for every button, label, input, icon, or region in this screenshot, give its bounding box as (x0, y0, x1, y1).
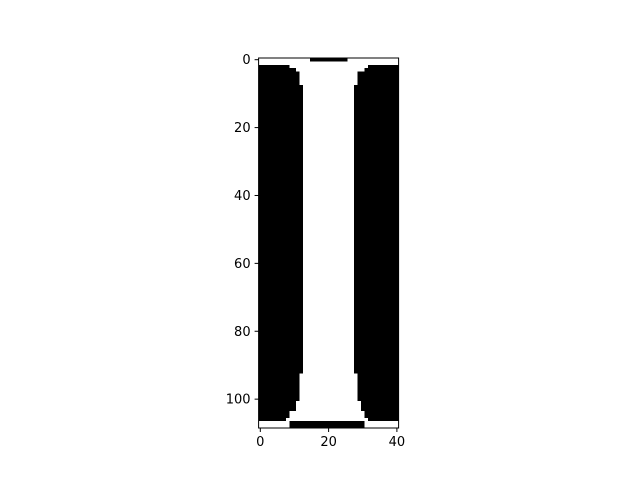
pixel-region-10 (357, 370, 399, 401)
pixel-region-9 (258, 370, 300, 401)
y-axis: 0 20 40 60 80 100 (226, 53, 259, 408)
pixel-region-15 (258, 414, 286, 422)
y-tick-label: 20 (234, 121, 251, 136)
x-tick-label: 40 (389, 435, 406, 450)
pixel-region-7 (258, 85, 303, 374)
image-pixels (258, 58, 399, 428)
pixel-region-8 (354, 85, 399, 374)
pixel-region-6 (357, 71, 399, 89)
pixel-region-17 (289, 421, 365, 428)
y-tick-label: 0 (242, 53, 250, 68)
pixel-region-5 (258, 71, 300, 89)
pixel-region-13 (258, 407, 290, 418)
x-axis: 0 20 40 (256, 428, 405, 450)
pixel-region-16 (367, 414, 399, 422)
x-tick-label: 0 (256, 435, 264, 450)
y-tick-label: 60 (234, 257, 251, 272)
y-tick-label: 100 (226, 393, 251, 408)
pixel-region-14 (364, 407, 399, 418)
y-tick-label: 80 (234, 325, 251, 340)
x-tick-label: 20 (320, 435, 337, 450)
y-tick-label: 40 (234, 189, 251, 204)
pixel-region-0 (309, 58, 348, 62)
